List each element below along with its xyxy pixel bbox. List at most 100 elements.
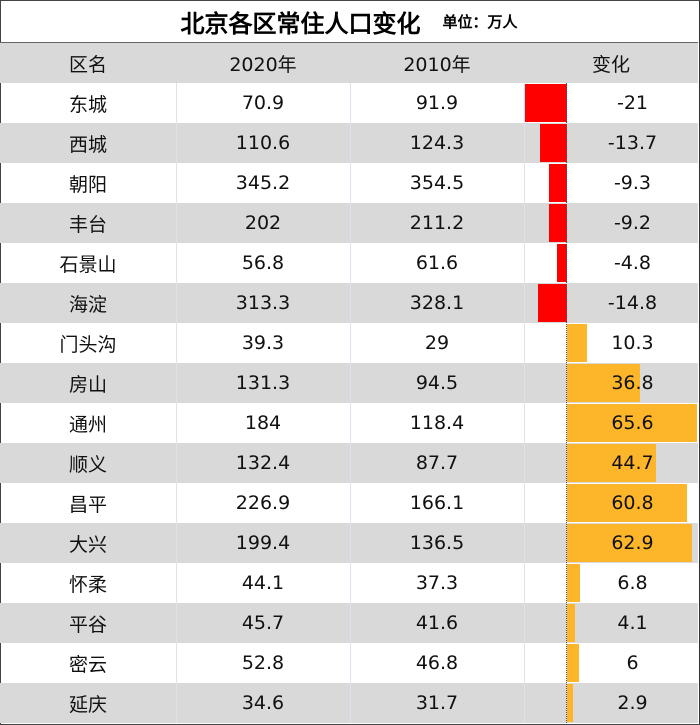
change-value: 6 (567, 643, 698, 683)
negative-data-bar (537, 284, 567, 322)
district-name: 石景山 (59, 253, 117, 276)
table-title-bar: 北京各区常住人口变化 单位：万人 (0, 0, 698, 43)
change-value: 36.8 (567, 363, 698, 403)
population-2020: 70.9 (241, 92, 285, 114)
header-district: 区名 (68, 53, 107, 76)
population-2010: 118.4 (409, 412, 465, 434)
population-2020: 184 (244, 412, 282, 434)
positive-data-bar (567, 684, 573, 722)
district-name: 房山 (68, 373, 107, 396)
table-row: 东城 70.9 91.9 -21 (0, 83, 698, 123)
population-2010: 61.6 (415, 252, 459, 274)
population-2020: 313.3 (235, 292, 291, 314)
negative-data-bar (548, 164, 567, 202)
change-value: 10.3 (567, 323, 698, 363)
population-2020: 202 (244, 212, 282, 234)
table-header: 区名 2020年 2010年 变化 (0, 43, 698, 83)
change-value: 6.8 (567, 563, 698, 603)
district-name: 大兴 (68, 533, 107, 556)
district-name: 密云 (68, 653, 107, 676)
change-value-text: 10.3 (611, 332, 654, 354)
change-value-text: -21 (616, 92, 649, 114)
change-value-text: 6 (626, 652, 639, 674)
table-row: 怀柔 44.1 37.3 6.8 (0, 563, 698, 603)
table-row: 通州 184 118.4 65.6 (0, 403, 698, 443)
positive-data-bar (567, 524, 692, 562)
change-value: -4.8 (567, 243, 698, 283)
population-2020: 45.7 (241, 612, 285, 634)
positive-data-bar (567, 364, 640, 402)
change-value: 62.9 (567, 523, 698, 563)
table-row: 石景山 56.8 61.6 -4.8 (0, 243, 698, 283)
unit-label: 单位：万人 (442, 12, 518, 31)
table-row: 西城 110.6 124.3 -13.7 (0, 123, 698, 163)
population-2020: 34.6 (241, 692, 285, 714)
population-2020: 199.4 (235, 532, 291, 554)
column-divider (524, 83, 525, 723)
table-row: 门头沟 39.3 29 10.3 (0, 323, 698, 363)
negative-data-bar (557, 244, 567, 282)
change-value-text: -9.3 (613, 172, 652, 194)
positive-data-bar (567, 444, 656, 482)
positive-data-bar (567, 484, 688, 522)
change-value-text: 2.9 (617, 692, 648, 714)
table-row: 丰台 202 211.2 -9.2 (0, 203, 698, 243)
positive-data-bar (567, 404, 697, 442)
table-row: 平谷 45.7 41.6 4.1 (0, 603, 698, 643)
change-value: 65.6 (567, 403, 698, 443)
header-change: 变化 (591, 53, 630, 76)
change-value-text: 62.9 (611, 532, 654, 554)
population-2010: 124.3 (409, 132, 465, 154)
population-2020: 39.3 (241, 332, 285, 354)
page-title: 北京各区常住人口变化 (180, 9, 421, 38)
population-2020: 110.6 (235, 132, 291, 154)
change-value-text: 65.6 (611, 412, 654, 434)
change-value-text: 6.8 (617, 572, 648, 594)
population-2010: 328.1 (409, 292, 465, 314)
change-value: -13.7 (567, 123, 698, 163)
district-name: 怀柔 (68, 573, 107, 596)
change-value-text: 44.7 (611, 452, 654, 474)
population-2010: 166.1 (409, 492, 465, 514)
positive-data-bar (567, 564, 581, 602)
district-name: 东城 (68, 93, 107, 116)
population-2020: 52.8 (241, 652, 285, 674)
population-2010: 46.8 (415, 652, 459, 674)
table-row: 顺义 132.4 87.7 44.7 (0, 443, 698, 483)
population-2020: 132.4 (235, 452, 291, 474)
population-2010: 87.7 (415, 452, 459, 474)
population-2020: 131.3 (235, 372, 291, 394)
table-row: 昌平 226.9 166.1 60.8 (0, 483, 698, 523)
change-value-text: 60.8 (611, 492, 654, 514)
change-value: -14.8 (567, 283, 698, 323)
population-2010: 94.5 (415, 372, 459, 394)
positive-data-bar (567, 644, 579, 682)
change-value-text: -13.7 (607, 132, 658, 154)
table-row: 海淀 313.3 328.1 -14.8 (0, 283, 698, 323)
population-2010: 31.7 (415, 692, 459, 714)
population-2020: 56.8 (241, 252, 285, 274)
population-2010: 211.2 (409, 212, 465, 234)
positive-data-bar (567, 324, 588, 362)
table-row: 延庆 34.6 31.7 2.9 (0, 683, 698, 723)
change-value: 2.9 (567, 683, 698, 723)
district-name: 门头沟 (59, 333, 117, 356)
change-value: -9.3 (567, 163, 698, 203)
table-row: 房山 131.3 94.5 36.8 (0, 363, 698, 403)
district-name: 顺义 (68, 453, 107, 476)
district-name: 延庆 (68, 693, 107, 716)
population-2010: 136.5 (409, 532, 465, 554)
negative-data-bar (525, 84, 567, 122)
negative-data-bar (548, 204, 567, 242)
column-divider (350, 83, 351, 723)
change-value: -9.2 (567, 203, 698, 243)
table-row: 朝阳 345.2 354.5 -9.3 (0, 163, 698, 203)
change-value: 60.8 (567, 483, 698, 523)
positive-data-bar (567, 604, 576, 642)
change-value: -21 (567, 83, 698, 123)
header-2020: 2020年 (229, 53, 297, 76)
population-2020: 44.1 (241, 572, 285, 594)
change-value: 44.7 (567, 443, 698, 483)
population-2010: 29 (424, 332, 450, 354)
column-divider (176, 83, 177, 723)
